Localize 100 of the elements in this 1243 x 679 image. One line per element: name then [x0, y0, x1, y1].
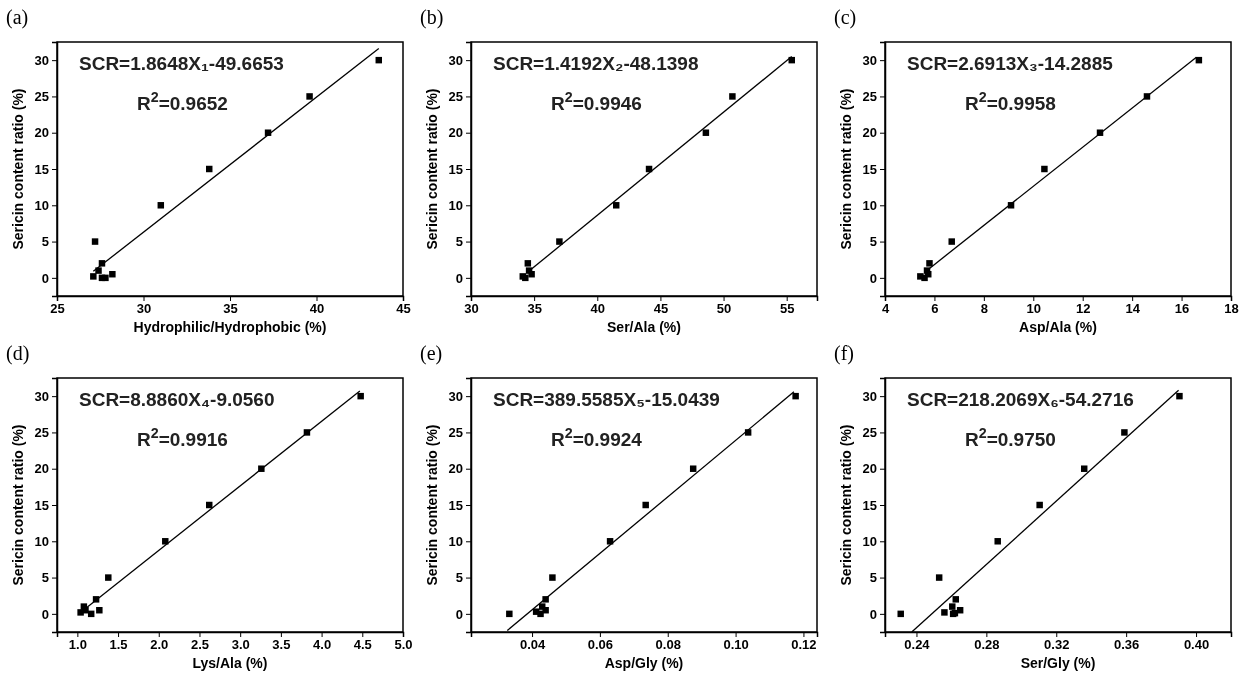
x-axis-title: Lys/Ala (%) — [192, 655, 268, 671]
y-tick-label: 10 — [34, 533, 49, 549]
point — [102, 274, 109, 282]
annotation: SCR=1.4192X₂-48.1398 — [493, 53, 699, 74]
y-axis-title: Sericin content ratio (%) — [838, 424, 854, 586]
point — [1080, 465, 1088, 472]
point — [258, 465, 265, 472]
x-tick-label: 0.08 — [655, 637, 681, 653]
point — [642, 501, 649, 509]
x-tick-label: 55 — [779, 301, 795, 317]
x-tick-label: 35 — [527, 301, 542, 317]
point — [162, 538, 169, 545]
x-tick-label: 0.32 — [1044, 637, 1070, 653]
x-tick-label: 0.36 — [1114, 637, 1140, 653]
y-tick-label: 0 — [455, 606, 463, 622]
x-tick-label: 2.5 — [190, 637, 210, 653]
x-axis-title: Asp/Ala (%) — [1019, 319, 1097, 335]
point — [542, 606, 549, 614]
x-tick-label: 5.0 — [394, 637, 413, 653]
y-tick-label: 25 — [34, 89, 49, 105]
y-tick-label: 20 — [448, 125, 463, 141]
annotation: SCR=2.6913X₃-14.2885 — [907, 53, 1114, 74]
y-tick-label: 20 — [862, 125, 877, 141]
x-tick-label: 0.40 — [1183, 637, 1210, 653]
annotation: R$^{2}$=0.9750 — [965, 425, 1056, 450]
x-tick-label: 0.24 — [904, 637, 931, 653]
x-tick-label: 6 — [931, 301, 939, 317]
point — [1176, 392, 1183, 400]
point — [528, 270, 535, 278]
x-tick-label: 18 — [1224, 301, 1239, 317]
annotation: R$^{2}$=0.9958 — [965, 89, 1056, 114]
point — [1121, 429, 1128, 436]
chart-title: (c) — [834, 6, 857, 29]
point — [95, 267, 102, 274]
x-tick-label: 0.12 — [791, 637, 817, 653]
y-tick-label: 20 — [34, 125, 49, 141]
point — [949, 603, 956, 610]
x-tick-label: 2.0 — [150, 637, 169, 653]
chart-title: (a) — [6, 6, 29, 29]
point — [157, 202, 165, 209]
point — [1036, 501, 1043, 509]
y-tick-label: 5 — [869, 234, 877, 250]
point — [542, 596, 549, 603]
point — [306, 93, 313, 100]
point — [90, 273, 97, 280]
point — [524, 260, 532, 267]
x-tick-label: 12 — [1075, 301, 1091, 317]
point — [926, 260, 933, 267]
x-tick-label: 3.0 — [231, 637, 250, 653]
x-tick-label: 4 — [881, 301, 890, 317]
y-tick-label: 30 — [862, 52, 877, 68]
point — [729, 93, 736, 100]
point — [952, 596, 960, 603]
x-tick-label: 1.0 — [68, 637, 87, 653]
y-tick-label: 20 — [448, 461, 463, 477]
y-tick-label: 30 — [34, 52, 49, 68]
y-tick-label: 5 — [41, 570, 49, 586]
point — [556, 238, 563, 245]
y-axis-title: Sericin content ratio (%) — [424, 88, 440, 250]
point — [105, 574, 112, 581]
point — [77, 609, 84, 616]
point — [941, 609, 948, 616]
x-tick-label: 4.5 — [353, 637, 372, 653]
point — [948, 238, 955, 245]
x-axis-title: Ser/Gly (%) — [1020, 655, 1096, 671]
y-tick-label: 25 — [448, 89, 463, 105]
y-tick-label: 15 — [448, 497, 463, 513]
chart-title: (e) — [420, 342, 443, 365]
annotation: SCR=218.2069X₆-54.2716 — [907, 389, 1134, 410]
y-tick-label: 0 — [41, 606, 49, 622]
y-tick-label: 5 — [455, 570, 463, 586]
y-tick-label: 15 — [448, 161, 463, 177]
y-tick-label: 10 — [448, 197, 463, 213]
point — [702, 129, 710, 136]
x-tick-label: 3.5 — [272, 637, 291, 653]
point — [897, 610, 904, 618]
point — [935, 574, 943, 581]
x-tick-label: 35 — [223, 301, 238, 317]
annotation: R$^{2}$=0.9924 — [551, 425, 643, 450]
y-tick-label: 30 — [862, 388, 877, 404]
y-tick-label: 5 — [869, 570, 877, 586]
point — [96, 606, 103, 614]
annotation: SCR=1.8648X₁-49.6653 — [79, 53, 284, 74]
y-tick-label: 25 — [448, 425, 463, 441]
point — [109, 270, 116, 278]
y-axis-title: Sericin content ratio (%) — [838, 88, 854, 250]
y-tick-label: 0 — [869, 606, 877, 622]
y-tick-label: 10 — [34, 197, 49, 213]
point — [612, 202, 620, 209]
x-tick-label: 40 — [590, 301, 606, 317]
x-tick-label: 40 — [309, 301, 325, 317]
point — [994, 538, 1001, 545]
x-tick-label: 30 — [136, 301, 152, 317]
point — [549, 574, 556, 581]
x-axis-title: Ser/Ala (%) — [607, 319, 681, 335]
x-tick-label: 0.06 — [587, 637, 614, 653]
y-tick-label: 25 — [862, 89, 877, 105]
y-tick-label: 25 — [862, 425, 877, 441]
y-axis-title: Sericin content ratio (%) — [10, 88, 26, 250]
y-tick-label: 30 — [448, 52, 463, 68]
